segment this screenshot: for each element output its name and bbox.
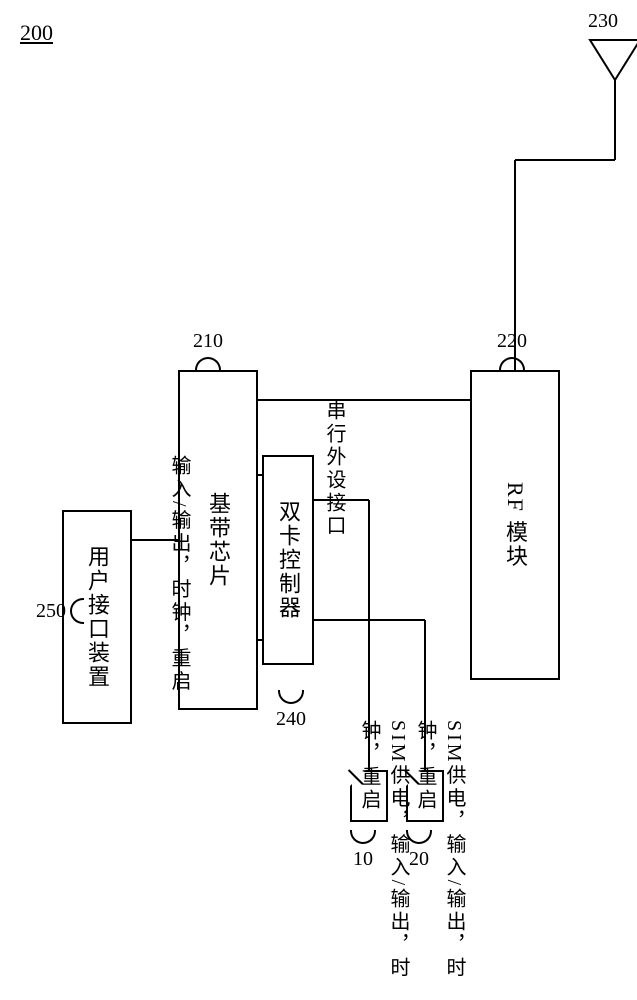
ref-baseband: 210	[193, 330, 223, 371]
label-ctrl-sim2: SIM供电，输入/输出，时钟，重启	[411, 720, 469, 1000]
ref-arc-icon	[499, 357, 525, 371]
ref-arc-icon	[195, 357, 221, 371]
ref-antenna-text: 230	[588, 10, 618, 33]
ref-rf-text: 220	[497, 330, 527, 353]
ref-rf-module: 220	[497, 330, 527, 371]
ref-arc-icon	[278, 690, 304, 704]
label-bb-ctrl-right: 串行外设接口	[320, 400, 349, 538]
block-rf-module: RF 模块	[470, 370, 560, 680]
block-dual-sim-controller: 双卡控制器	[262, 455, 314, 665]
block-baseband-label: 基带芯片	[202, 492, 234, 588]
ref-baseband-text: 210	[193, 330, 223, 353]
label-bb-ctrl-left: 输入/输出，时钟，重启	[165, 455, 194, 694]
block-rf-label: RF 模块	[499, 482, 531, 568]
label-ctrl-sim1: SIM供电，输入/输出，时钟，重启	[355, 720, 413, 1000]
ref-dual-sim-text: 240	[276, 708, 306, 731]
block-user-interface-label: 用户接口装置	[81, 545, 113, 689]
figure-title: 200	[20, 20, 53, 46]
ref-user-interface: 250	[36, 598, 84, 624]
ref-dual-sim: 240	[276, 690, 306, 731]
block-dual-sim-label: 双卡控制器	[272, 500, 304, 620]
figure-title-text: 200	[20, 20, 53, 45]
ref-antenna: 230	[588, 10, 618, 33]
ref-user-interface-text: 250	[36, 600, 66, 623]
ref-arc-icon	[70, 598, 84, 624]
